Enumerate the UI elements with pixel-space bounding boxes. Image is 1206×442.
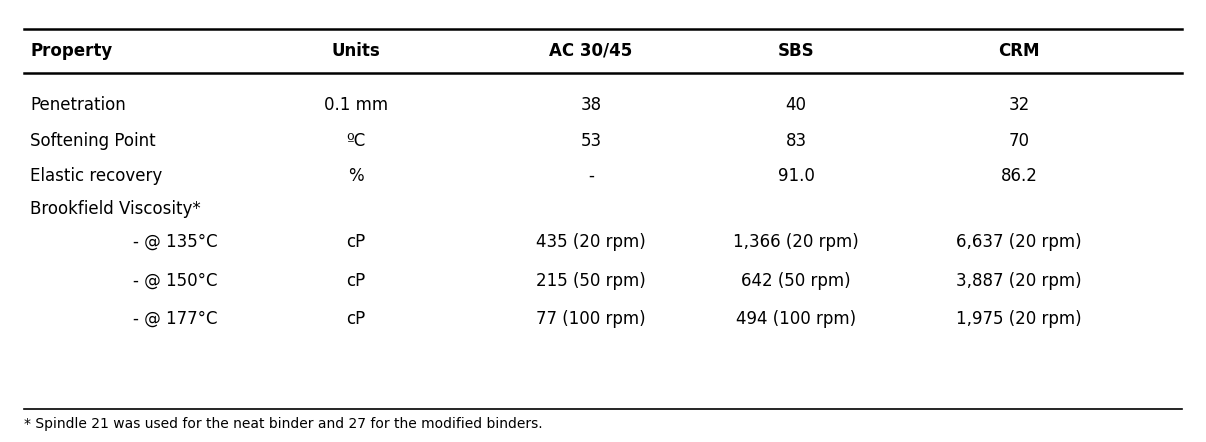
Text: 6,637 (20 rpm): 6,637 (20 rpm) [956, 233, 1082, 251]
Text: -: - [589, 167, 593, 185]
Text: AC 30/45: AC 30/45 [549, 42, 633, 60]
Text: 83: 83 [785, 132, 807, 149]
Text: 494 (100 rpm): 494 (100 rpm) [736, 310, 856, 328]
Text: 91.0: 91.0 [778, 167, 814, 185]
Text: 40: 40 [785, 96, 807, 114]
Text: cP: cP [346, 233, 365, 251]
Text: Penetration: Penetration [30, 96, 125, 114]
Text: SBS: SBS [778, 42, 814, 60]
Text: - @ 135°C: - @ 135°C [133, 233, 217, 251]
Text: 38: 38 [580, 96, 602, 114]
Text: Elastic recovery: Elastic recovery [30, 167, 163, 185]
Text: 1,366 (20 rpm): 1,366 (20 rpm) [733, 233, 859, 251]
Text: cP: cP [346, 310, 365, 328]
Text: Softening Point: Softening Point [30, 132, 156, 149]
Text: * Spindle 21 was used for the neat binder and 27 for the modified binders.: * Spindle 21 was used for the neat binde… [24, 417, 543, 431]
Text: CRM: CRM [999, 42, 1040, 60]
Text: - @ 177°C: - @ 177°C [133, 310, 217, 328]
Text: 70: 70 [1008, 132, 1030, 149]
Text: Units: Units [332, 42, 380, 60]
Text: ºC: ºC [346, 132, 365, 149]
Text: Brookfield Viscosity*: Brookfield Viscosity* [30, 200, 201, 217]
Text: 1,975 (20 rpm): 1,975 (20 rpm) [956, 310, 1082, 328]
Text: %: % [349, 167, 363, 185]
Text: 215 (50 rpm): 215 (50 rpm) [535, 272, 646, 290]
Text: 3,887 (20 rpm): 3,887 (20 rpm) [956, 272, 1082, 290]
Text: 77 (100 rpm): 77 (100 rpm) [537, 310, 645, 328]
Text: 0.1 mm: 0.1 mm [323, 96, 388, 114]
Text: 32: 32 [1008, 96, 1030, 114]
Text: Property: Property [30, 42, 112, 60]
Text: 642 (50 rpm): 642 (50 rpm) [742, 272, 850, 290]
Text: cP: cP [346, 272, 365, 290]
Text: - @ 150°C: - @ 150°C [133, 272, 217, 290]
Text: 53: 53 [580, 132, 602, 149]
Text: 86.2: 86.2 [1001, 167, 1037, 185]
Text: 435 (20 rpm): 435 (20 rpm) [535, 233, 646, 251]
